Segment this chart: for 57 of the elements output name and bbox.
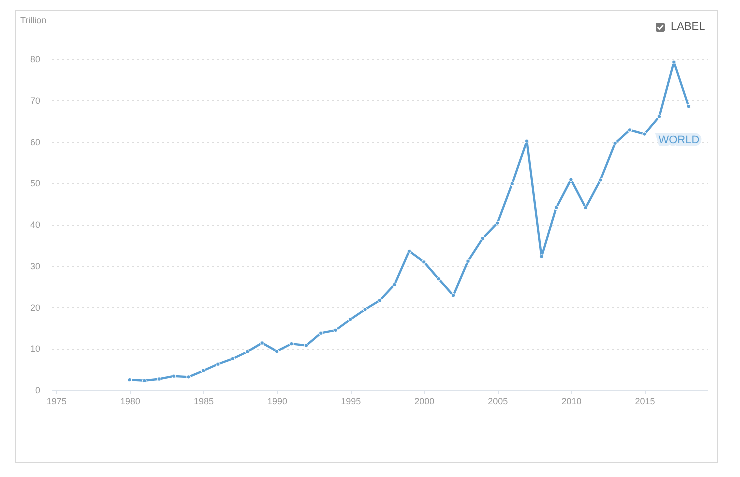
point bbox=[172, 374, 176, 379]
point bbox=[201, 368, 206, 374]
series-label: WORLD bbox=[658, 134, 700, 147]
point bbox=[274, 349, 280, 354]
x-tick-label: 2010 bbox=[562, 396, 582, 406]
point bbox=[142, 378, 147, 384]
point bbox=[510, 182, 515, 186]
point bbox=[230, 356, 236, 362]
point bbox=[598, 178, 603, 182]
point bbox=[407, 249, 412, 254]
y-tick-label: 80 bbox=[30, 54, 40, 64]
y-tick-label: 40 bbox=[30, 220, 40, 230]
point bbox=[318, 331, 324, 336]
y-tick-label: 70 bbox=[30, 96, 40, 106]
point bbox=[540, 254, 544, 259]
x-tick-label: 2000 bbox=[414, 396, 435, 406]
point bbox=[157, 377, 162, 382]
point bbox=[642, 132, 647, 136]
point bbox=[422, 260, 426, 264]
text: LABEL bbox=[671, 21, 706, 33]
point bbox=[686, 104, 692, 109]
x-tick-label: 1985 bbox=[194, 396, 214, 406]
x-tick-label: 2015 bbox=[635, 396, 656, 406]
y-tick-label: 10 bbox=[30, 344, 40, 354]
point bbox=[628, 128, 632, 132]
x-tick-label: 1990 bbox=[268, 396, 288, 406]
point bbox=[260, 341, 265, 346]
y-tick-label: 60 bbox=[30, 137, 40, 148]
x-tick-label: 1980 bbox=[120, 396, 140, 406]
point bbox=[466, 259, 470, 264]
point bbox=[657, 114, 662, 120]
point bbox=[672, 60, 676, 64]
point bbox=[245, 350, 250, 354]
point bbox=[436, 276, 442, 282]
point bbox=[524, 139, 530, 144]
point bbox=[569, 178, 574, 182]
point bbox=[613, 141, 618, 146]
point bbox=[495, 221, 500, 226]
y-tick-label: 30 bbox=[30, 261, 40, 272]
point bbox=[554, 206, 559, 210]
x-tick-label: 2005 bbox=[488, 396, 508, 406]
point bbox=[584, 206, 588, 210]
x-tick-label: 1975 bbox=[46, 396, 67, 406]
y-axis-title: Trillion bbox=[20, 16, 47, 26]
point bbox=[451, 294, 456, 298]
y-tick-label: 20 bbox=[30, 302, 40, 313]
point bbox=[304, 344, 309, 348]
point bbox=[378, 298, 382, 303]
y-tick-label: 50 bbox=[30, 178, 40, 189]
point bbox=[480, 236, 486, 241]
point bbox=[186, 375, 191, 380]
point bbox=[363, 308, 368, 312]
point bbox=[216, 362, 220, 367]
point bbox=[348, 317, 353, 322]
x-tick-label: 1995 bbox=[341, 396, 362, 406]
y-tick-label: 0 bbox=[35, 386, 40, 396]
point bbox=[392, 282, 397, 288]
